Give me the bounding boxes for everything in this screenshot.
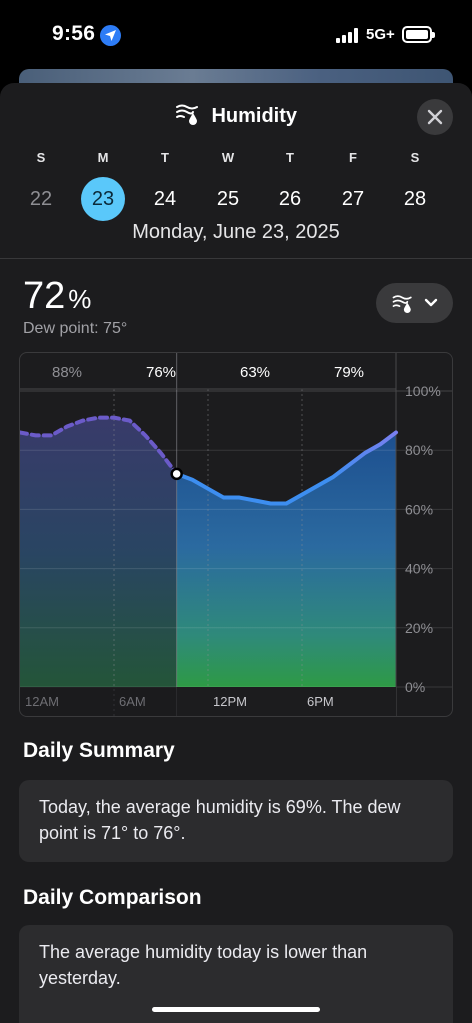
day-saturday-28[interactable]: S 28 — [403, 150, 427, 210]
daily-summary-text: Today, the average humidity is 69%. The … — [39, 797, 401, 843]
status-time: 9:56 — [52, 22, 96, 45]
page-title: Humidity — [211, 105, 297, 127]
y-tick-label: 20% — [405, 620, 433, 636]
daily-comparison-title: Daily Comparison — [23, 886, 202, 909]
x-tick-label: 6PM — [307, 694, 334, 709]
humidity-chart[interactable]: 100% 80% 60% 40% 20% 0% 88% 76% 63% 79% 12AM 6AM 12P… — [19, 352, 453, 717]
status-bar: 9:56 5G+ — [0, 0, 472, 70]
humidity-sheet: Humidity S 22 M 23 T 24 W 25 — [0, 83, 472, 1023]
y-tick-label: 80% — [405, 442, 433, 458]
current-humidity-value: 72 — [23, 275, 66, 317]
humidity-icon — [392, 295, 412, 313]
sheet-header: Humidity S 22 M 23 T 24 W 25 — [0, 83, 472, 258]
battery-icon — [402, 26, 435, 43]
past-humidity-line — [20, 415, 179, 476]
week-picker: S 22 M 23 T 24 W 25 T 26 F 27 — [0, 149, 472, 221]
current-point-marker — [170, 467, 183, 481]
day-wednesday-25[interactable]: W 25 — [216, 150, 240, 210]
chart-mode-button[interactable] — [376, 283, 453, 323]
day-thursday-26[interactable]: T 26 — [278, 150, 302, 210]
forecast-humidity-area — [176, 432, 396, 687]
period-label: 79% — [334, 364, 364, 381]
period-label: 76% — [146, 364, 176, 381]
day-monday-23[interactable]: M 23 — [80, 149, 126, 221]
day-friday-27[interactable]: F 27 — [341, 150, 365, 210]
x-axis-band-future — [176, 687, 396, 716]
current-humidity-unit: % — [68, 284, 92, 314]
y-tick-label: 40% — [405, 561, 433, 577]
daily-summary-title: Daily Summary — [23, 739, 175, 762]
y-tick-label: 100% — [405, 383, 441, 399]
daily-summary-card: Today, the average humidity is 69%. The … — [19, 780, 453, 862]
daily-comparison-text: The average humidity today is lower than… — [39, 942, 368, 988]
daily-comparison-card: The average humidity today is lower than… — [19, 925, 453, 1023]
chevron-down-icon — [424, 298, 438, 307]
day-tuesday-24[interactable]: T 24 — [153, 150, 177, 210]
x-tick-label: 6AM — [119, 694, 146, 709]
divider — [0, 258, 472, 259]
x-tick-label: 12AM — [25, 694, 59, 709]
humidity-icon — [175, 103, 201, 130]
current-humidity: 72% — [23, 275, 91, 318]
dew-point: Dew point: 75° — [23, 320, 128, 337]
network-type: 5G+ — [366, 26, 395, 43]
x-tick-label: 12PM — [213, 694, 247, 709]
cellular-signal-icon — [336, 28, 360, 43]
home-indicator — [152, 1007, 320, 1012]
y-tick-label: 60% — [405, 501, 433, 517]
title-row: Humidity — [0, 103, 472, 130]
close-icon — [427, 109, 443, 125]
close-button[interactable] — [417, 99, 453, 135]
humidity-chart-svg: 100% 80% 60% 40% 20% 0% 88% 76% 63% 79% 12AM 6AM 12P… — [20, 353, 452, 716]
forecast-humidity-line — [174, 430, 398, 506]
selected-date: Monday, June 23, 2025 — [132, 221, 340, 243]
y-tick-label: 0% — [405, 679, 425, 695]
past-humidity-area — [20, 417, 177, 687]
period-label: 63% — [240, 364, 270, 381]
day-sunday-22[interactable]: S 22 — [29, 150, 53, 210]
period-label: 88% — [52, 364, 82, 381]
location-arrow-icon — [100, 25, 121, 46]
